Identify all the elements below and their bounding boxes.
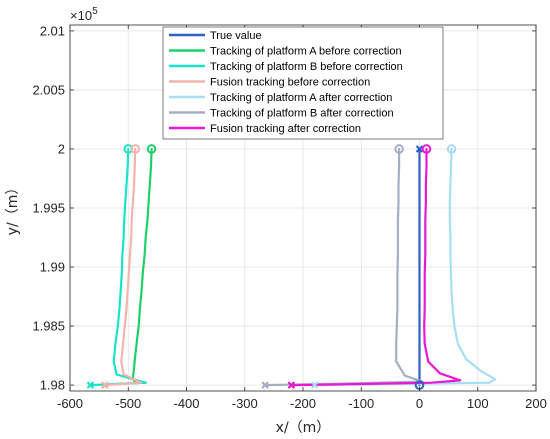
end-marker-0	[415, 145, 424, 153]
series-line-2	[89, 147, 147, 387]
x-tick-label: -200	[290, 396, 316, 411]
x-tick-label: -400	[173, 396, 199, 411]
x-tick-label: -600	[57, 396, 83, 411]
x-tick-label: 100	[467, 396, 489, 411]
x-tick-label: 200	[525, 396, 547, 411]
series-line-3	[103, 147, 143, 387]
y-exponent-power: 5	[92, 6, 98, 17]
end-marker-4	[310, 381, 319, 389]
series-line-1	[103, 147, 153, 387]
start-marker-3	[130, 144, 141, 154]
end-marker-6	[287, 381, 296, 389]
legend-label-4: Tracking of platform A after correction	[210, 92, 392, 104]
series-line-6	[290, 147, 462, 387]
y-tick-label: 2.01	[40, 23, 65, 38]
y-axis-label: y/（m）	[5, 181, 21, 236]
y-tick-label: 2	[58, 141, 65, 156]
end-marker-5	[261, 381, 269, 389]
tick-layer: -600 -500 -400 -300 -200 -100 0 100 200 1.98 1.985…	[32, 23, 546, 411]
x-tick-label: 0	[416, 396, 423, 411]
x-tick-label: -500	[115, 396, 141, 411]
y-tick-label: 1.995	[32, 201, 65, 216]
legend-box	[162, 26, 444, 140]
end-marker-2	[86, 381, 95, 389]
legend-label-6: Fusion tracking after correction	[210, 123, 361, 135]
legend-label-5: Tracking of platform B after correction	[210, 108, 394, 120]
start-marker-4	[446, 144, 457, 154]
y-exponent-base: ×10	[70, 8, 92, 23]
legend-label-0: True value	[210, 30, 262, 42]
series-line-5	[264, 147, 424, 387]
legend-label-2: Tracking of platform B before correction	[210, 61, 403, 73]
start-marker-5	[394, 144, 404, 154]
y-exponent-label: ×105	[70, 6, 98, 23]
legend: True value Tracking of platform A before …	[162, 26, 444, 140]
series-layer	[89, 147, 497, 387]
legend-label-1: Tracking of platform A before correction	[210, 46, 402, 58]
y-tick-label: 2.005	[32, 82, 65, 97]
y-tick-label: 1.98	[40, 378, 65, 393]
y-tick-label: 1.99	[40, 260, 65, 275]
x-axis-label: x/（m）	[276, 420, 331, 436]
y-tick-label: 1.985	[32, 319, 65, 334]
series-line-4	[313, 147, 497, 387]
x-tick-label: -300	[232, 396, 258, 411]
legend-label-3: Fusion tracking before correction	[210, 77, 370, 89]
x-tick-label: -100	[348, 396, 374, 411]
end-marker-3	[101, 381, 109, 389]
start-marker-6	[421, 144, 432, 154]
start-marker-1	[146, 144, 157, 154]
